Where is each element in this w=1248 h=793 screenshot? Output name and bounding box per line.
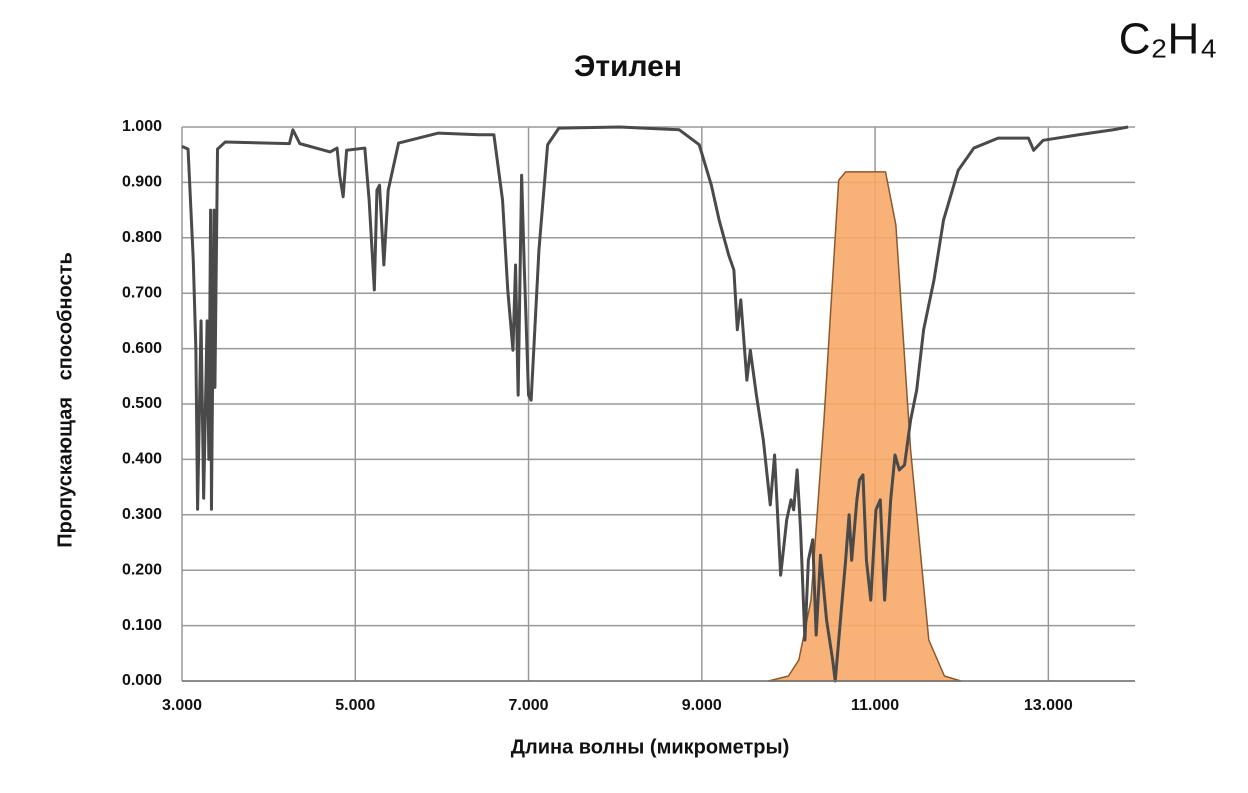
y-tick-label: 0.800 <box>122 229 162 246</box>
y-tick-label: 0.100 <box>122 617 162 634</box>
x-tick-label: 5.000 <box>335 697 375 714</box>
spectrum-line <box>181 125 1129 683</box>
y-tick-label: 0.400 <box>122 451 162 468</box>
chart-title: Этилен <box>574 50 682 83</box>
y-tick-label: 0.700 <box>122 284 162 301</box>
x-tick-label: 9.000 <box>682 697 722 714</box>
x-tick-label: 11.000 <box>851 697 899 714</box>
x-axis-label: Длина волны (микрометры) <box>511 736 790 758</box>
x-tick-label: 13.000 <box>1024 697 1073 714</box>
formula: C₂H₄ <box>1119 15 1218 64</box>
y-tick-label: 0.500 <box>122 395 162 412</box>
y-tick-label: 1.000 <box>122 118 162 135</box>
x-tick-label: 3.000 <box>162 697 202 714</box>
y-tick-label: 0.000 <box>122 672 162 689</box>
x-tick-label: 7.000 <box>509 697 549 714</box>
y-tick-label: 0.600 <box>122 340 162 357</box>
y-axis-label: Пропускающая способность <box>54 252 76 548</box>
y-tick-label: 0.300 <box>122 506 162 523</box>
y-tick-label: 0.900 <box>122 174 162 191</box>
y-tick-label: 0.200 <box>122 561 162 578</box>
filter-band <box>767 171 962 682</box>
